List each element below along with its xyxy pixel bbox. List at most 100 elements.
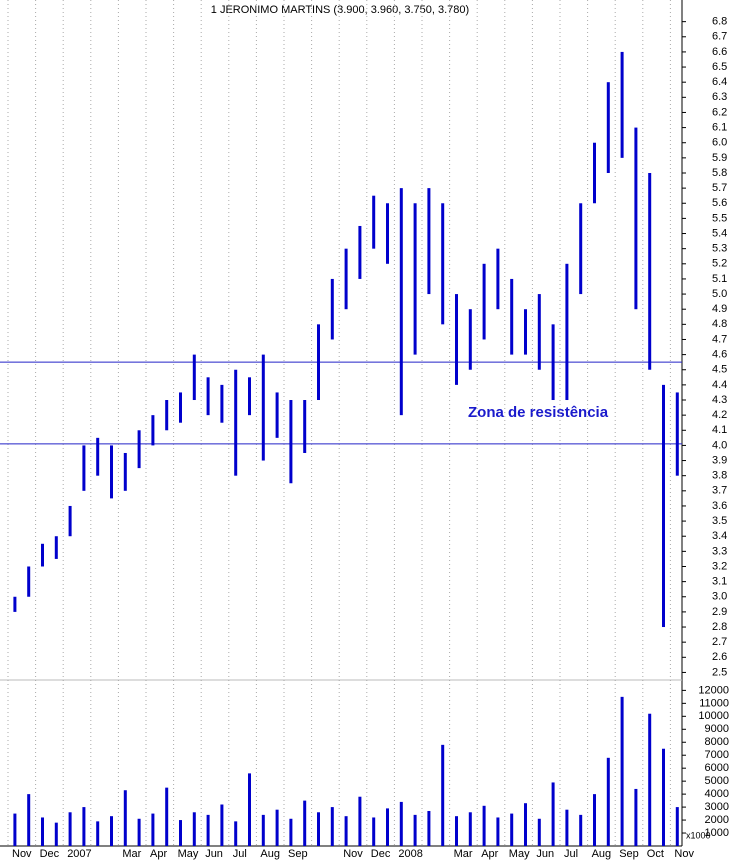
y-tick-label: 4.1 xyxy=(712,424,727,436)
price-bar xyxy=(565,263,569,401)
volume-bar xyxy=(303,800,307,846)
price-bar xyxy=(96,437,100,476)
y-tick-label: 5.9 xyxy=(712,152,727,164)
y-tick-label: 3.2 xyxy=(712,560,727,572)
x-tick-label: Dec xyxy=(40,848,60,860)
volume-bar xyxy=(358,796,362,846)
x-tick-label: Jul xyxy=(564,848,578,860)
y-tick-label: 5.0 xyxy=(712,288,727,300)
x-tick-label: Nov xyxy=(674,848,694,860)
y-tick-label: 4.7 xyxy=(712,333,727,345)
volume-bar xyxy=(551,782,555,846)
price-bar xyxy=(524,309,527,355)
volume-bar xyxy=(537,818,541,846)
volume-bar xyxy=(41,817,44,846)
volume-bar xyxy=(675,807,679,846)
price-bar xyxy=(413,203,417,355)
y-tick-label: 4.2 xyxy=(712,409,727,421)
volume-bar xyxy=(248,773,251,846)
volume-bar xyxy=(399,801,403,846)
volume-bar xyxy=(220,804,224,846)
price-bar xyxy=(68,505,72,537)
volume-bar xyxy=(468,812,472,846)
volume-bar xyxy=(261,814,265,846)
volume-bar xyxy=(330,807,334,846)
price-bar xyxy=(330,278,334,340)
volume-bar xyxy=(165,787,169,846)
y-tick-label: 6.0 xyxy=(712,137,727,149)
volume-bar xyxy=(579,814,583,846)
price-bar xyxy=(441,203,445,325)
price-bar xyxy=(303,400,307,453)
volume-bar xyxy=(275,809,279,846)
y-tick-label: 3.1 xyxy=(712,576,727,588)
y2-tick-label: 8000 xyxy=(705,736,729,748)
x-tick-label: Apr xyxy=(481,848,498,860)
y-tick-label: 2.9 xyxy=(712,606,727,618)
volume-bar xyxy=(510,813,514,846)
y-tick-label: 2.7 xyxy=(712,636,727,648)
price-bar xyxy=(634,127,638,310)
x-tick-label: Oct xyxy=(647,848,664,860)
y-tick-label: 4.0 xyxy=(712,439,727,451)
price-bar xyxy=(496,248,500,310)
x-tick-label: Mar xyxy=(122,848,141,860)
y-tick-label: 3.8 xyxy=(712,470,727,482)
price-bar xyxy=(41,543,44,567)
volume-bar xyxy=(54,822,58,846)
price-bar xyxy=(427,188,431,295)
annotation: Zona de resistência xyxy=(468,404,609,421)
y-tick-label: 3.9 xyxy=(712,454,727,466)
y2-tick-label: 5000 xyxy=(705,775,729,787)
y-tick-label: 4.5 xyxy=(712,364,727,376)
volume-unit: x1000 xyxy=(686,830,711,840)
volume-bar xyxy=(441,744,445,846)
price-bar xyxy=(82,445,86,491)
price-bar xyxy=(289,400,293,484)
price-bar xyxy=(593,142,596,204)
volume-bar xyxy=(13,813,17,846)
volume-bar xyxy=(386,808,389,846)
y-tick-label: 4.6 xyxy=(712,349,727,361)
volume-bar xyxy=(662,748,665,846)
price-bar xyxy=(27,566,31,597)
price-bar xyxy=(317,324,320,401)
price-bar xyxy=(220,384,224,423)
volume-bar xyxy=(206,814,210,846)
volume-bar xyxy=(593,794,596,846)
y-tick-label: 6.6 xyxy=(712,46,727,58)
volume-bar xyxy=(179,820,182,846)
y-tick-label: 4.8 xyxy=(712,318,727,330)
price-bar xyxy=(179,392,182,423)
volume-bar xyxy=(234,821,238,846)
y-tick-label: 5.5 xyxy=(712,212,727,224)
price-bar xyxy=(537,294,541,370)
y-tick-label: 3.3 xyxy=(712,545,727,557)
price-bar xyxy=(165,400,169,431)
price-bar xyxy=(137,430,141,469)
price-bar xyxy=(386,203,389,264)
y-tick-label: 6.7 xyxy=(712,31,727,43)
y-tick-label: 3.6 xyxy=(712,500,727,512)
volume-bar xyxy=(82,807,86,846)
price-bar xyxy=(261,354,265,461)
x-tick-label: May xyxy=(509,848,530,860)
x-tick-label: Aug xyxy=(592,848,612,860)
x-tick-label: Sep xyxy=(288,848,308,860)
volume-bar xyxy=(524,803,527,846)
price-bar xyxy=(234,369,238,476)
y-tick-label: 6.5 xyxy=(712,61,727,73)
y-tick-label: 5.3 xyxy=(712,243,727,255)
y2-tick-label: 12000 xyxy=(698,684,729,696)
volume-bar xyxy=(634,788,638,846)
price-bar xyxy=(110,445,113,499)
x-tick-label: 2007 xyxy=(67,848,91,860)
y-tick-label: 5.2 xyxy=(712,258,727,270)
y-tick-label: 4.4 xyxy=(712,379,727,391)
price-bar xyxy=(675,392,679,476)
volume-bar xyxy=(192,812,196,846)
y-tick-label: 5.8 xyxy=(712,167,727,179)
x-tick-label: May xyxy=(178,848,199,860)
y-tick-label: 6.4 xyxy=(712,76,727,88)
